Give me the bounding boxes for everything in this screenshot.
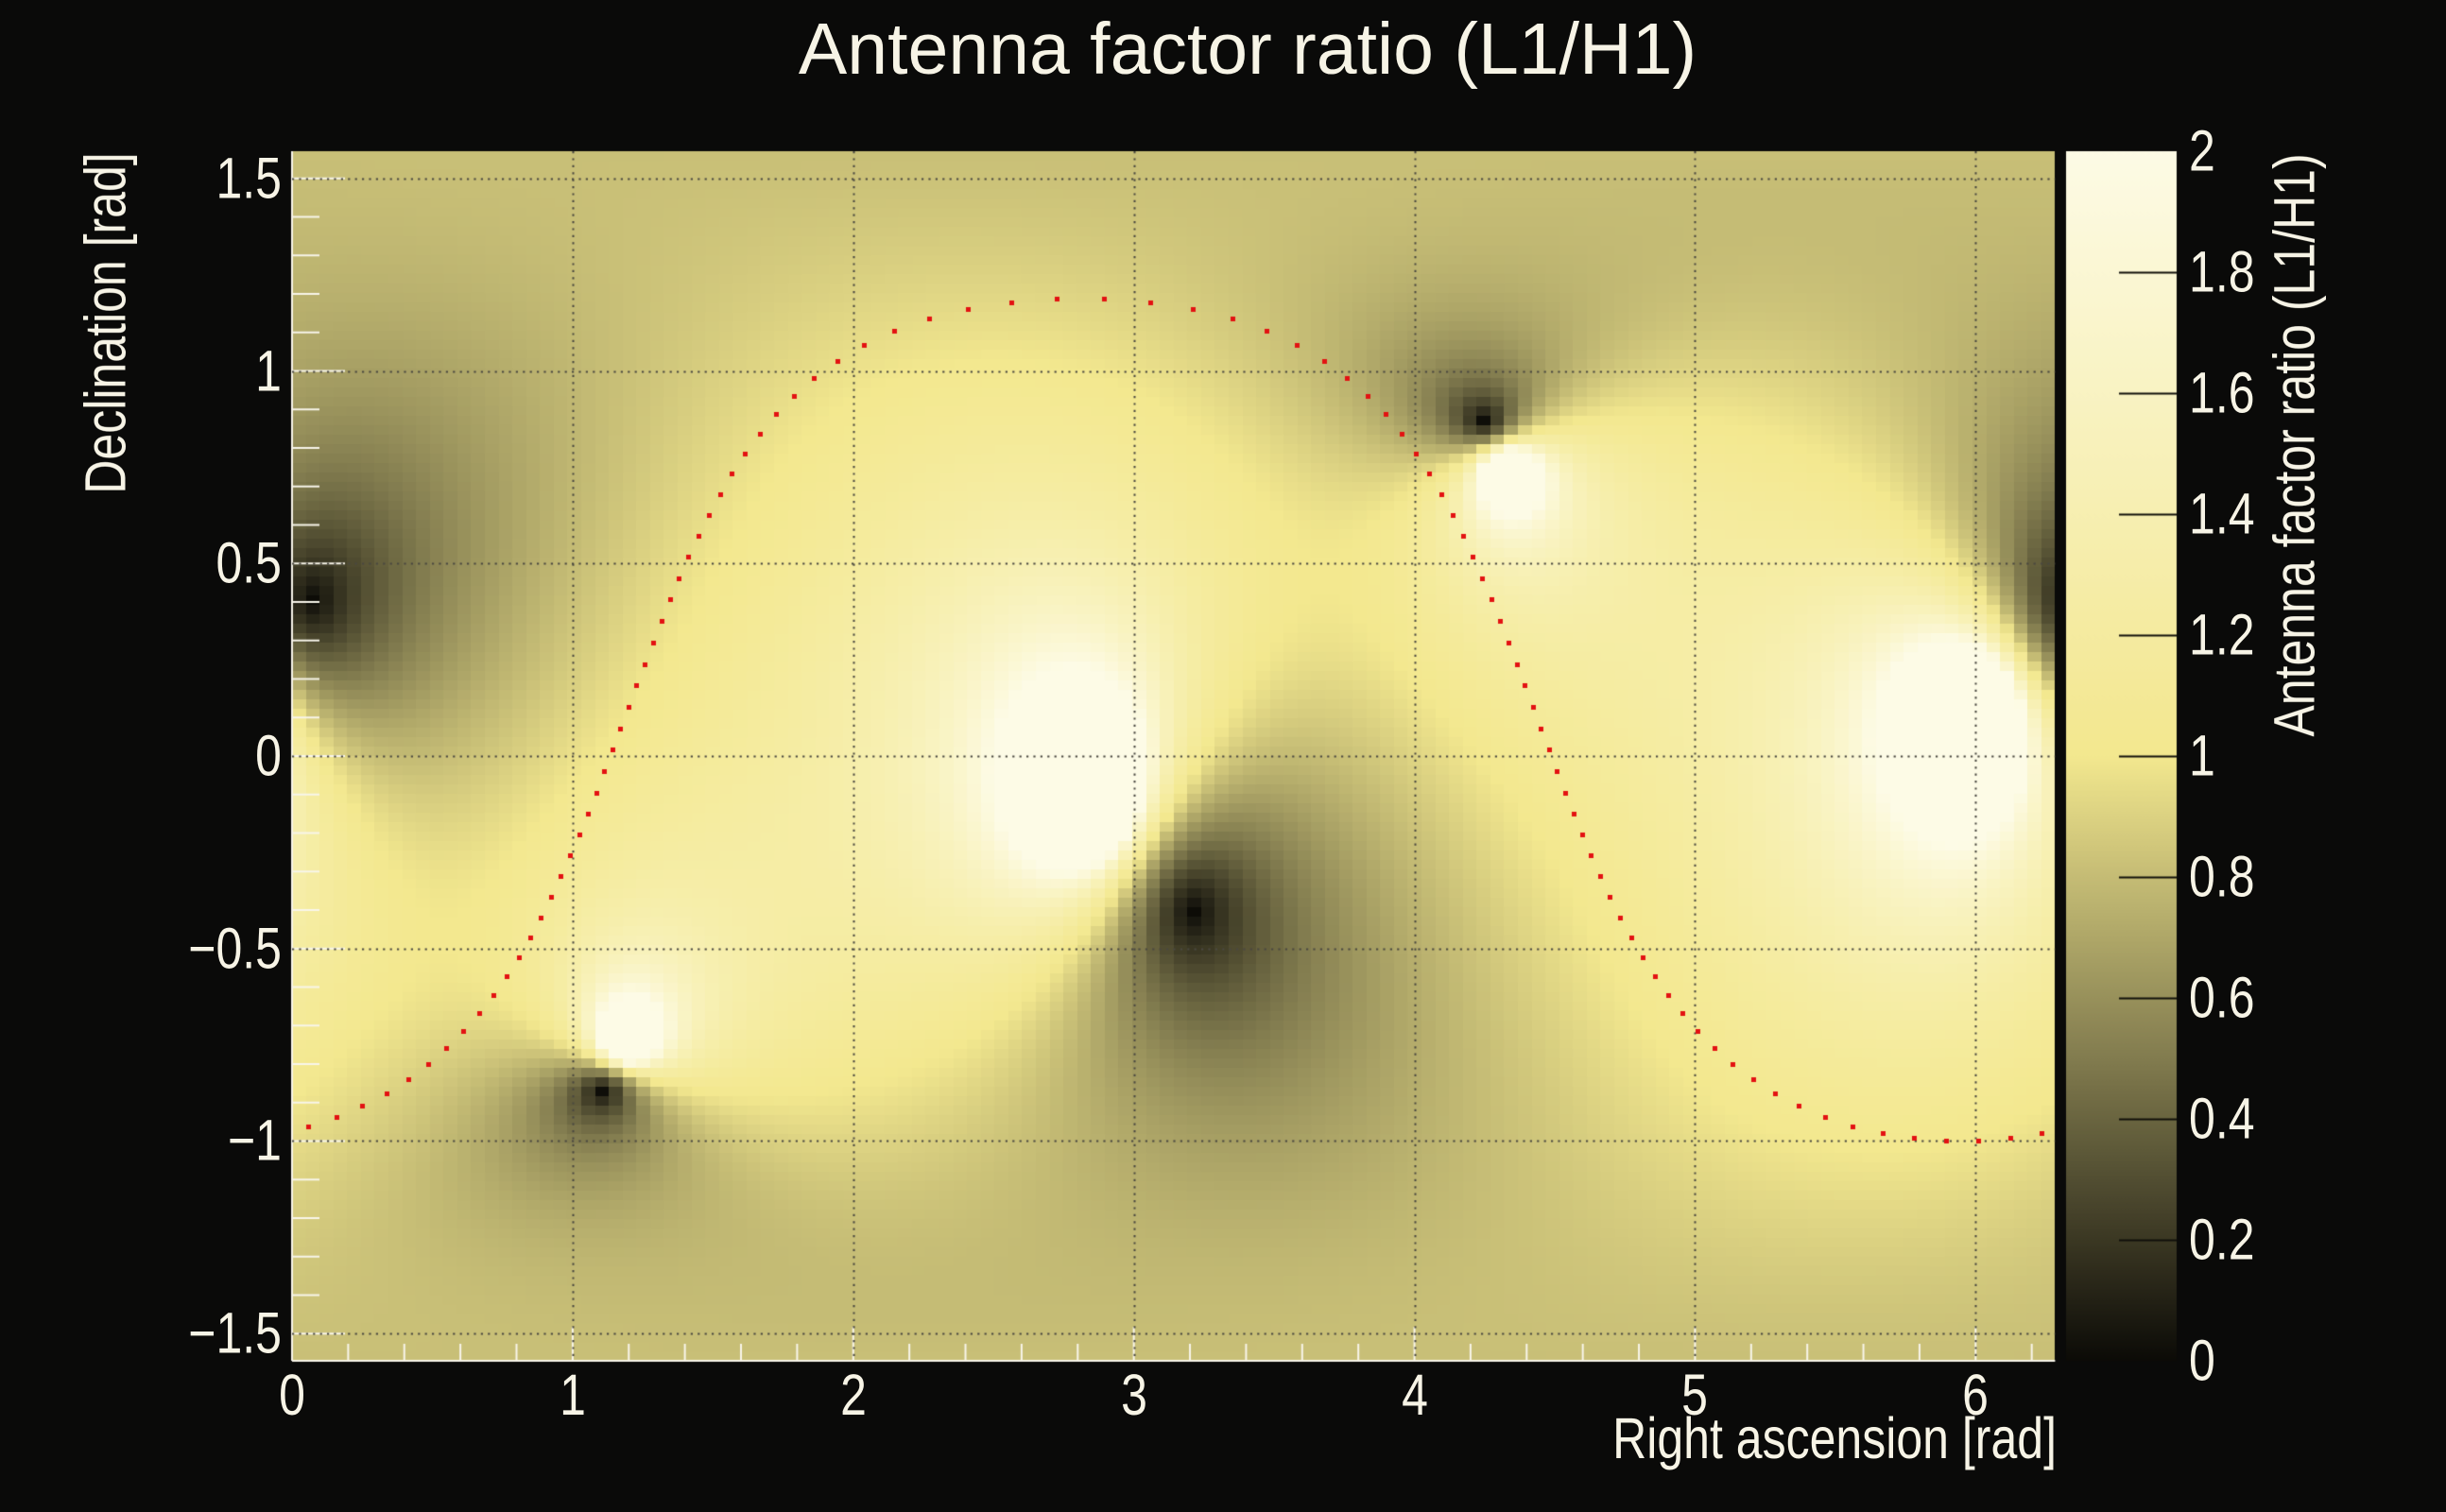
x-tick-label-6: 6 (1962, 1363, 1990, 1427)
colorbar-tick-label-1.8: 1.8 (2189, 239, 2255, 304)
colorbar-tick-label-0.8: 0.8 (2189, 844, 2255, 909)
colorbar-tick-label-2: 2 (2189, 118, 2215, 183)
colorbar-tick-label-0.6: 0.6 (2189, 965, 2255, 1030)
x-tick-label-3: 3 (1120, 1363, 1147, 1427)
colorbar-tick-label-0: 0 (2189, 1328, 2215, 1393)
y-tick-label-1.5: 1.5 (215, 146, 282, 211)
x-tick-label-4: 4 (1401, 1363, 1428, 1427)
plot-title: Antenna factor ratio (L1/H1) (798, 9, 1697, 90)
y-axis-title: Declination [rad] (73, 152, 138, 494)
colorbar-tick-label-1.2: 1.2 (2189, 602, 2255, 667)
x-axis-title: Right ascension [rad] (1612, 1406, 2058, 1470)
x-tick-label-5: 5 (1681, 1363, 1709, 1427)
colorbar-tick-label-1.4: 1.4 (2189, 481, 2255, 546)
y-tick-label-−1.5: −1.5 (188, 1300, 282, 1366)
x-tick-label-1: 1 (559, 1363, 586, 1427)
colorbar-tick-label-1: 1 (2189, 723, 2215, 788)
y-tick-label-0.5: 0.5 (215, 530, 282, 595)
y-tick-label-1: 1 (255, 338, 282, 404)
y-tick-label-0: 0 (255, 723, 282, 788)
colorbar-title: Antenna factor ratio (L1/H1) (2262, 153, 2327, 737)
y-tick-label-−1: −1 (227, 1108, 282, 1173)
x-tick-label-2: 2 (839, 1363, 867, 1427)
colorbar-tick-label-0.2: 0.2 (2189, 1207, 2255, 1272)
x-tick-label-0: 0 (279, 1363, 305, 1427)
colorbar-tick-label-1.6: 1.6 (2189, 360, 2255, 425)
y-tick-label-−0.5: −0.5 (188, 916, 282, 981)
colorbar-tick-label-0.4: 0.4 (2189, 1086, 2255, 1151)
